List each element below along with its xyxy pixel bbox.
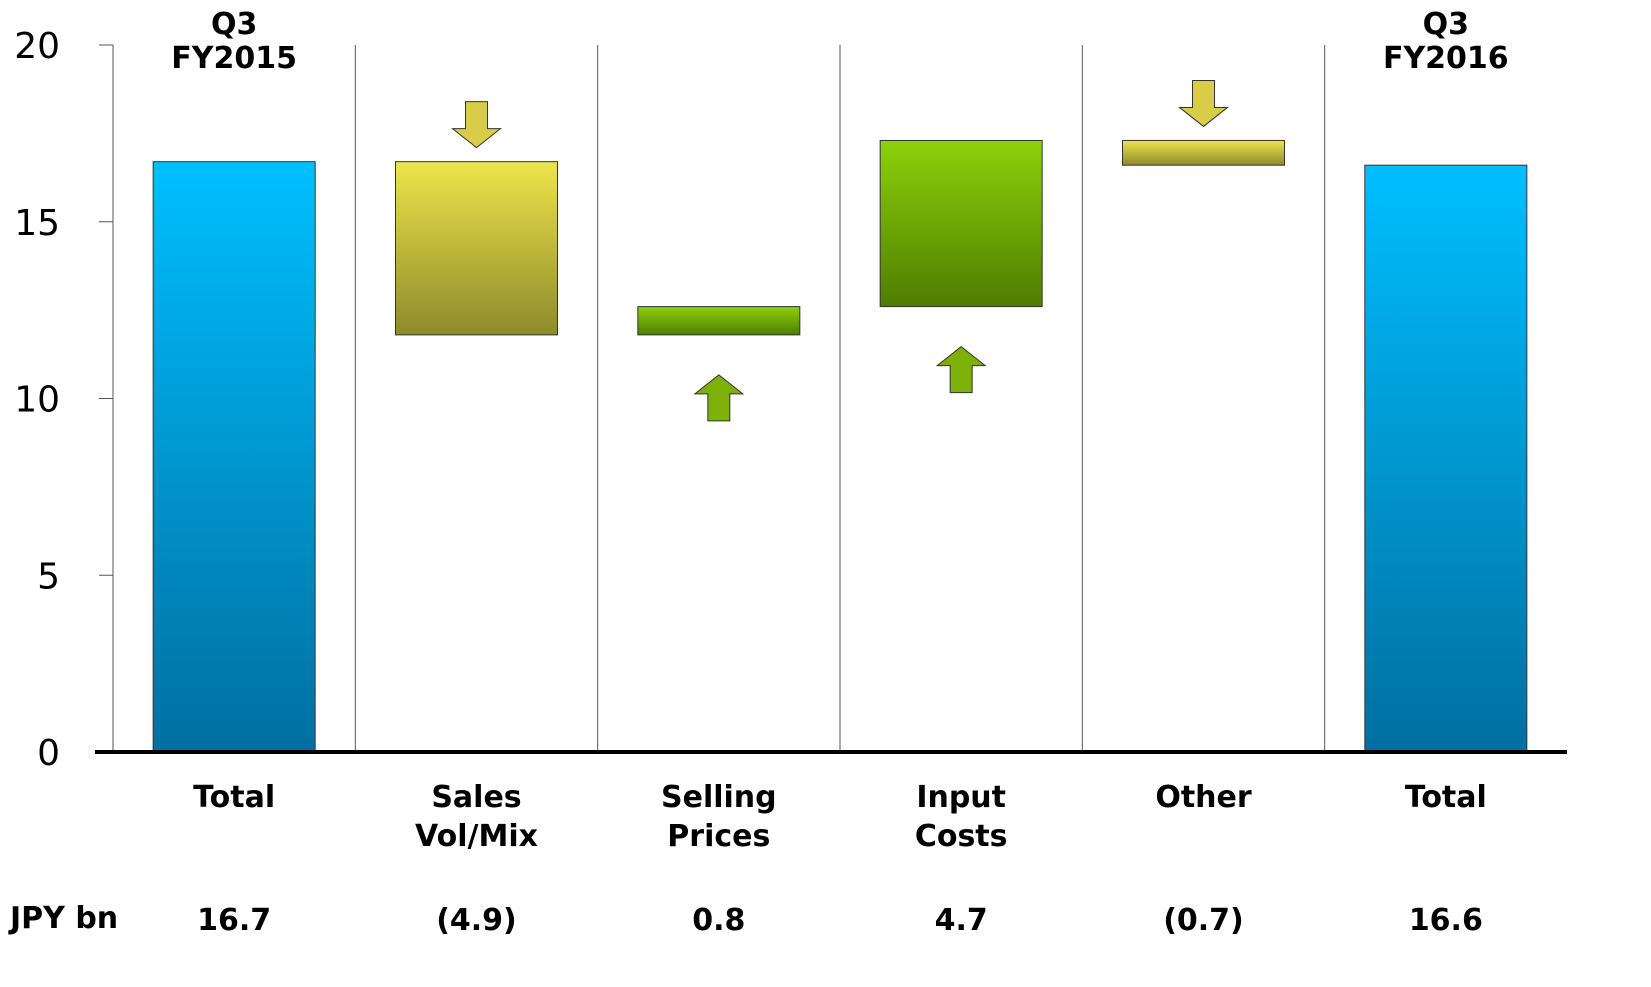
category-label: Input [916, 780, 1006, 815]
total-bar [152, 161, 316, 753]
column-header: Q3 [1423, 7, 1469, 42]
y-tick-label: 0 [37, 733, 60, 774]
delta-bar [395, 161, 558, 336]
value-label: 16.6 [1409, 903, 1483, 938]
total-bar [1364, 164, 1528, 753]
category-label: Selling [661, 780, 777, 815]
axis-layer [95, 44, 1567, 754]
arrow-down-icon [451, 101, 502, 149]
delta-bar [637, 306, 801, 336]
category-label: Total [1405, 780, 1487, 815]
value-label: (4.9) [436, 903, 517, 938]
category-label: Costs [915, 819, 1008, 854]
value-label: 0.8 [692, 903, 745, 938]
y-tick-label: 15 [14, 203, 60, 244]
bars-layer [152, 79, 1528, 753]
y-tick-label: 20 [14, 26, 60, 67]
arrow-down-icon [1178, 79, 1229, 128]
category-label: Sales [431, 780, 521, 815]
text-layer: 05101520Q3FY2015Total16.7SalesVol/Mix(4.… [8, 7, 1509, 938]
y-tick-label: 10 [14, 380, 60, 421]
value-label: (0.7) [1163, 903, 1244, 938]
column-header: FY2016 [1383, 41, 1509, 76]
value-label: 16.7 [197, 903, 271, 938]
category-label: Total [193, 780, 275, 815]
value-label: 4.7 [935, 903, 988, 938]
category-label: Vol/Mix [415, 819, 538, 854]
delta-bar [1122, 139, 1285, 166]
category-label: Prices [667, 819, 770, 854]
arrow-up-icon [935, 345, 987, 394]
y-tick-label: 5 [37, 556, 60, 597]
column-header: Q3 [211, 7, 257, 42]
column-header: FY2015 [171, 41, 297, 76]
unit-label: JPY bn [8, 901, 118, 936]
grid-layer [354, 45, 1326, 752]
delta-bar [879, 139, 1043, 308]
arrow-up-icon [693, 374, 745, 422]
category-label: Other [1155, 780, 1252, 815]
